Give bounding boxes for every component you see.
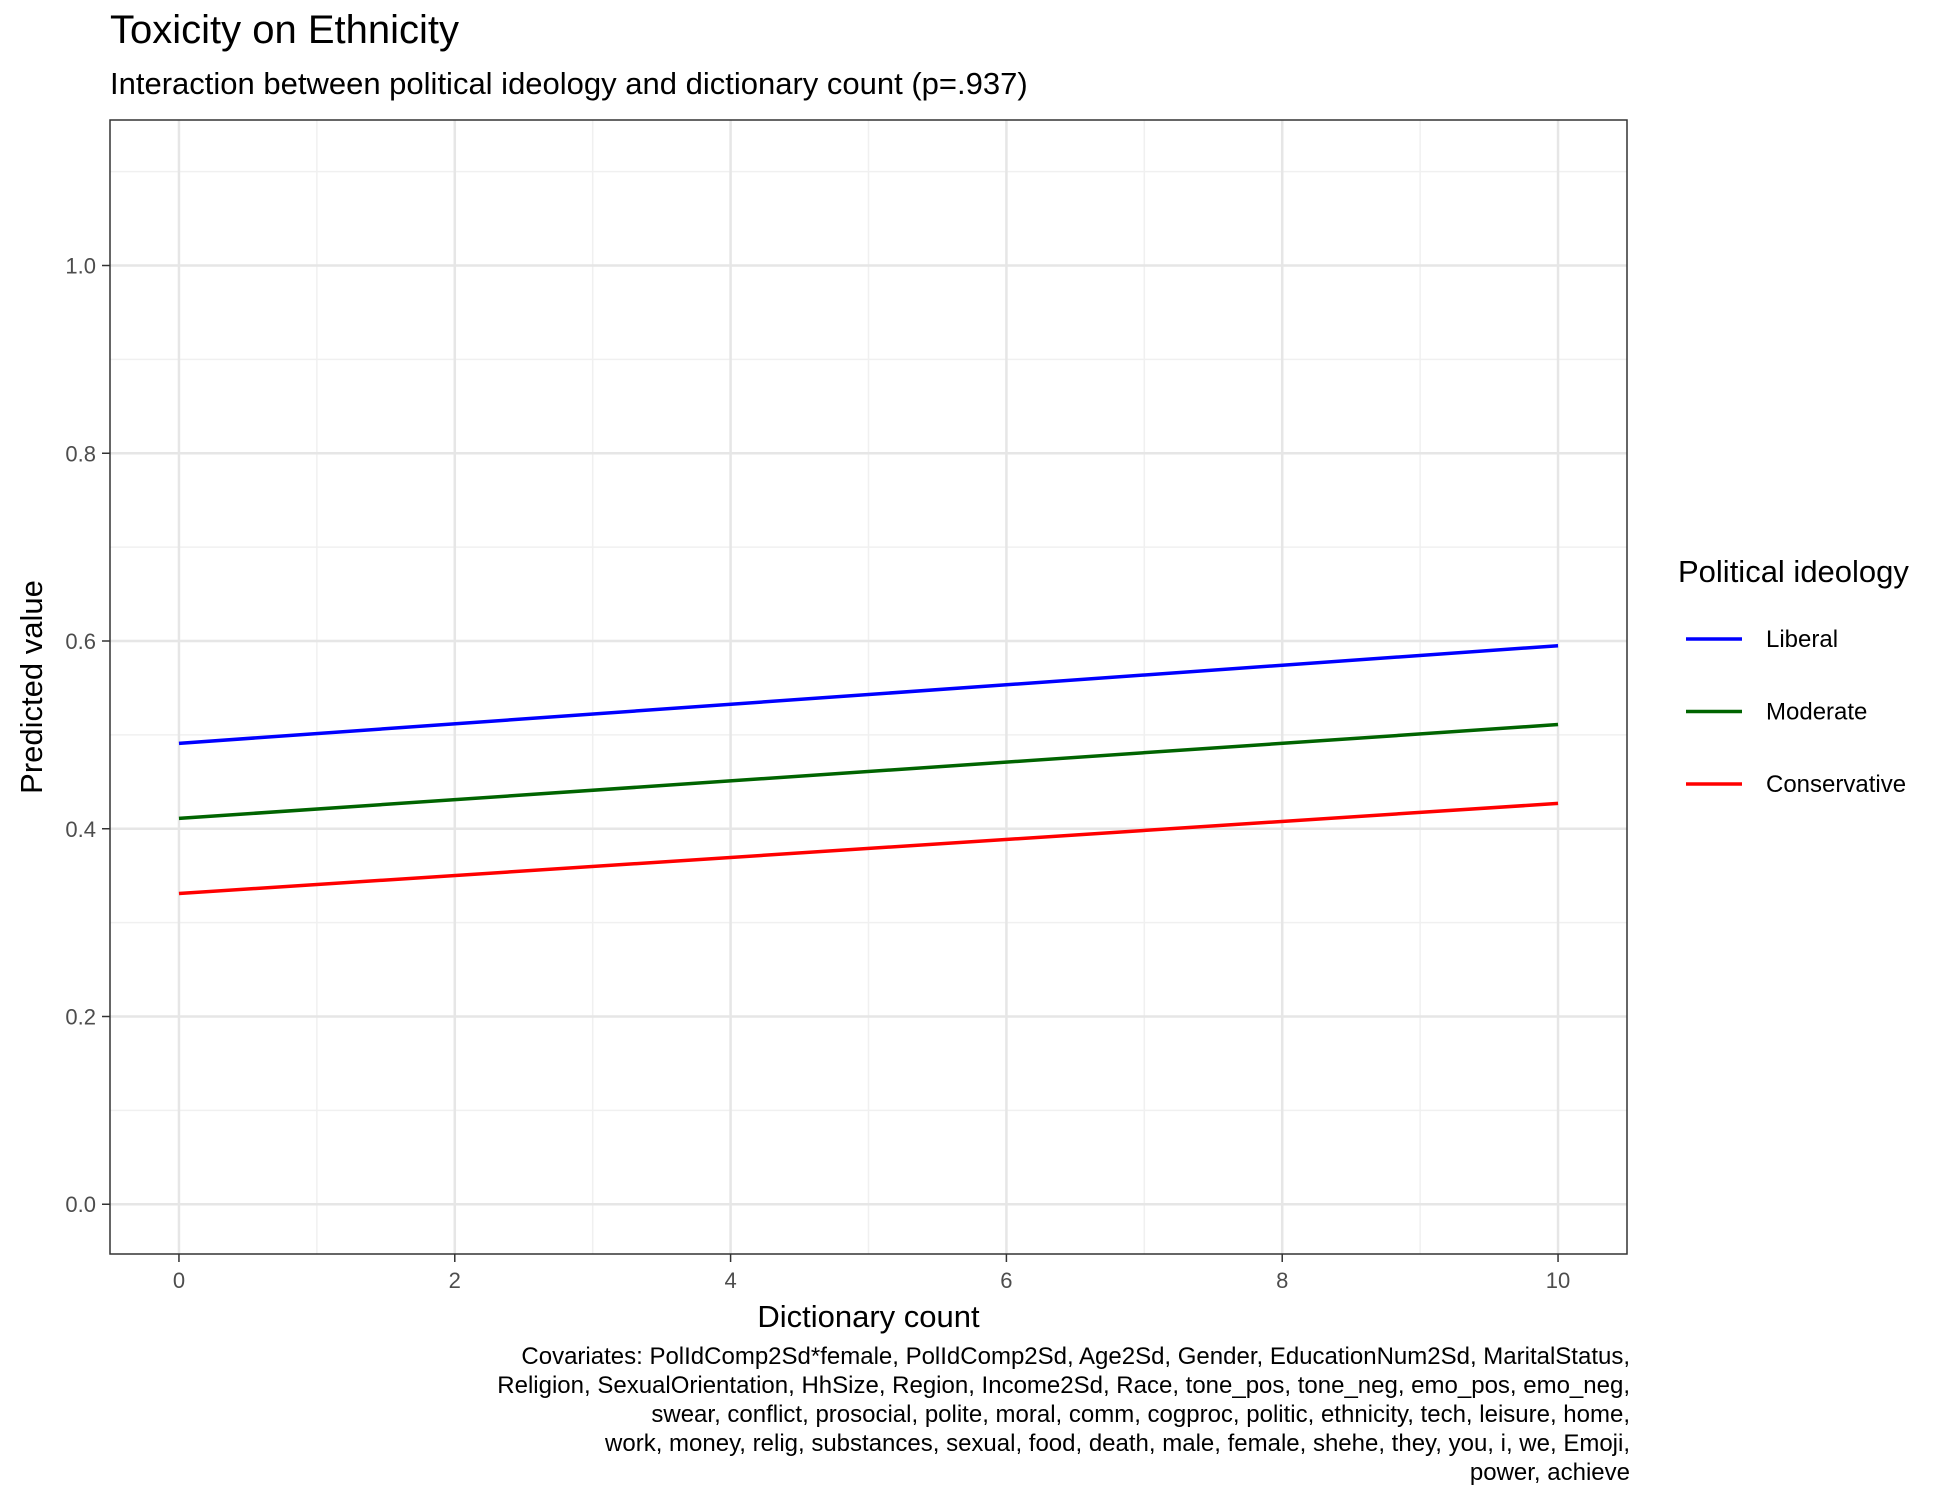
y-tick-label: 1.0	[65, 254, 96, 279]
covariates-caption: Covariates: PolIdComp2Sd*female, PolIdCo…	[290, 1342, 1630, 1487]
x-tick-label: 8	[1276, 1268, 1288, 1293]
x-tick-label: 6	[1000, 1268, 1012, 1293]
y-tick-label: 0.2	[65, 1004, 96, 1029]
y-tick-label: 0.0	[65, 1192, 96, 1217]
series-line-moderate	[178, 722, 1559, 821]
legend-label-liberal: Liberal	[1766, 626, 1838, 653]
x-tick-label: 2	[449, 1268, 461, 1293]
x-tick-label: 0	[173, 1268, 185, 1293]
chart-title: Toxicity on Ethnicity	[110, 8, 460, 52]
x-tick-label: 4	[724, 1268, 736, 1293]
plot-border	[109, 119, 1628, 1255]
chart-subtitle: Interaction between political ideology a…	[110, 66, 1028, 101]
y-tick-label: 0.4	[65, 817, 96, 842]
caption-line-4: work, money, relig, substances, sexual, …	[605, 1430, 1630, 1457]
series-line-liberal	[178, 643, 1559, 746]
y-tick-label: 0.6	[65, 629, 96, 654]
caption-line-1: Covariates: PolIdComp2Sd*female, PolIdCo…	[521, 1343, 1630, 1370]
caption-line-5: power, achieve	[1469, 1459, 1630, 1486]
series-line-conservative	[178, 801, 1559, 896]
legend-title: Political ideology	[1678, 554, 1909, 589]
x-axis-title: Dictionary count	[757, 1299, 980, 1334]
x-tick-label: 10	[1546, 1268, 1570, 1293]
legend-label-moderate: Moderate	[1766, 699, 1867, 726]
y-tick-label: 0.8	[65, 441, 96, 466]
caption-line-2: Religion, SexualOrientation, HhSize, Reg…	[497, 1372, 1630, 1399]
legend-label-conservative: Conservative	[1766, 771, 1906, 798]
caption-line-3: swear, conflict, prosocial, polite, mora…	[651, 1401, 1630, 1428]
y-axis-title: Predicted value	[14, 580, 49, 794]
